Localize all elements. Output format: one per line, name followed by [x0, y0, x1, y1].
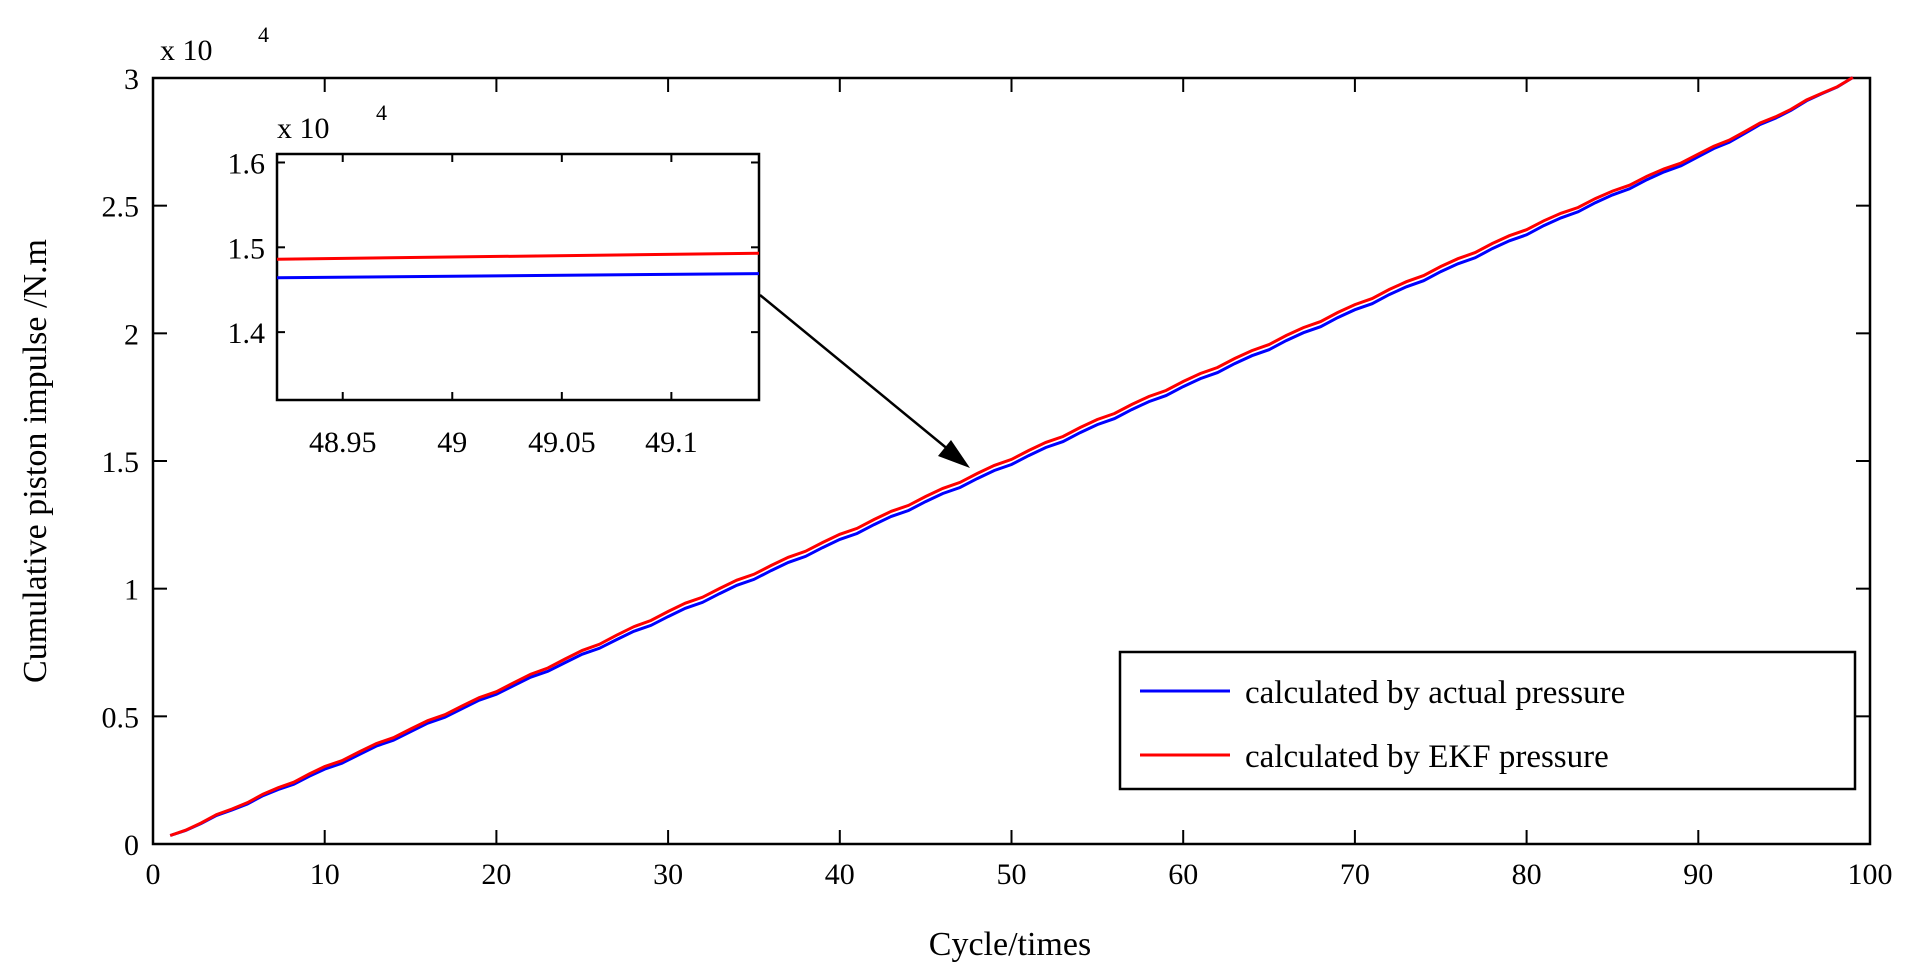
y-tick-label: 0.5	[102, 701, 140, 734]
y-tick-label: 1.5	[102, 446, 140, 479]
x-tick-label: 49.1	[645, 426, 698, 459]
series-line-calculated-by-ekf-pressure	[169, 76, 1854, 837]
x-axis-label: Cycle/times	[929, 926, 1091, 963]
x-tick-label: 49.05	[528, 426, 596, 459]
legend-box	[1118, 650, 1857, 791]
main-x-axis: 0 10 20 30 40 50 60 70 80 90 100	[146, 78, 1893, 891]
x-tick-label: 30	[653, 858, 683, 891]
series-line-calculated-by-actual-pressure	[169, 76, 1854, 837]
y-tick-label: 1	[124, 574, 139, 607]
x-tick-label: 70	[1340, 858, 1370, 891]
zoom-arrow	[759, 294, 970, 468]
series-line-calculated-by-actual-pressure	[276, 272, 760, 280]
zoom-arrow-line	[759, 294, 956, 456]
inset-y-exponent: 4	[376, 100, 387, 125]
legend-label-ekf: calculated by EKF pressure	[1245, 739, 1609, 775]
y-tick-label: 1.6	[228, 147, 266, 180]
x-tick-label: 60	[1168, 858, 1198, 891]
x-tick-label: 100	[1848, 858, 1893, 891]
x-tick-label: 20	[481, 858, 511, 891]
y-tick-label: 1.4	[228, 317, 266, 350]
series-line-calculated-by-ekf-pressure	[276, 251, 760, 261]
zoom-arrow-head	[938, 440, 970, 468]
main-y-exponent: 4	[258, 22, 269, 47]
y-tick-label: 2	[124, 318, 139, 351]
y-tick-label: 0	[124, 829, 139, 862]
x-tick-label: 80	[1512, 858, 1542, 891]
x-tick-label: 50	[997, 858, 1027, 891]
legend-label-actual: calculated by actual pressure	[1245, 675, 1625, 711]
inset-plot: 48.95 49 49.05 49.1 1.4 1.5 1.6 x 10 4	[228, 100, 761, 459]
x-tick-label: 0	[146, 858, 161, 891]
x-tick-label: 10	[310, 858, 340, 891]
x-tick-label: 40	[825, 858, 855, 891]
inset-series-group	[276, 251, 760, 280]
inset-y-multiplier: x 10	[277, 112, 330, 145]
x-tick-label: 48.95	[309, 426, 377, 459]
y-tick-label: 1.5	[228, 232, 266, 265]
y-tick-label: 2.5	[102, 191, 140, 224]
main-series-group	[169, 76, 1854, 837]
inset-x-axis: 48.95 49 49.05 49.1	[309, 154, 698, 459]
x-tick-label: 49	[437, 426, 467, 459]
y-tick-label: 3	[124, 63, 139, 96]
x-tick-label: 90	[1683, 858, 1713, 891]
inset-y-axis: 1.4 1.5 1.6	[228, 147, 759, 350]
legend: calculated by actual pressure calculated…	[1118, 650, 1857, 791]
y-axis-label: Cumulative piston impulse /N.m	[17, 239, 54, 683]
main-y-multiplier: x 10	[160, 34, 213, 67]
main-y-axis: 0 0.5 1 1.5 2 2.5 3	[102, 63, 1870, 862]
